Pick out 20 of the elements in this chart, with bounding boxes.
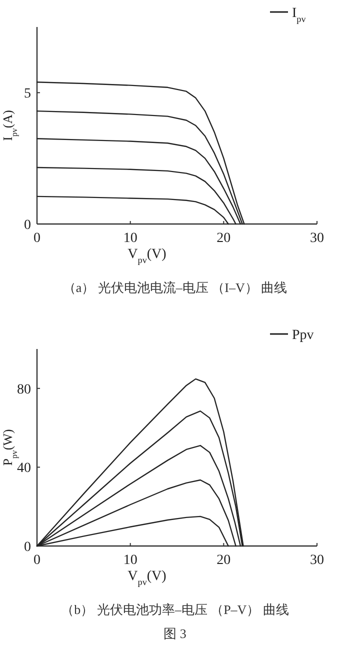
x-tick-label: 20 [216, 231, 231, 246]
x-tick-label: 0 [34, 231, 40, 246]
y-tick-label: 0 [24, 540, 31, 555]
x-tick-label: 10 [123, 231, 138, 246]
x-axis-title: V$_{pv}$(V) [128, 247, 167, 265]
y-tick-label: 5 [24, 86, 31, 102]
x-tick-label: 30 [310, 553, 324, 568]
y-tick-label: 40 [17, 461, 31, 476]
legend-label: Ppv [292, 328, 314, 343]
x-tick-label: 30 [310, 231, 324, 246]
y-tick-label: 0 [24, 218, 31, 233]
text: （a） 光伏电池电流–电压 （I–V） 曲线 [62, 280, 288, 295]
text: （b） 光伏电池功率–电压 （P–V） 曲线 [61, 602, 289, 617]
legend-label: I$_{pv}$ [292, 6, 306, 24]
caption: 图 3 [164, 626, 186, 641]
x-axis-title: V$_{pv}$(V) [128, 569, 167, 587]
y-tick-label: 80 [17, 382, 31, 398]
x-tick-label: 0 [34, 553, 40, 568]
x-tick-label: 20 [216, 553, 231, 568]
x-tick-label: 10 [123, 553, 138, 568]
